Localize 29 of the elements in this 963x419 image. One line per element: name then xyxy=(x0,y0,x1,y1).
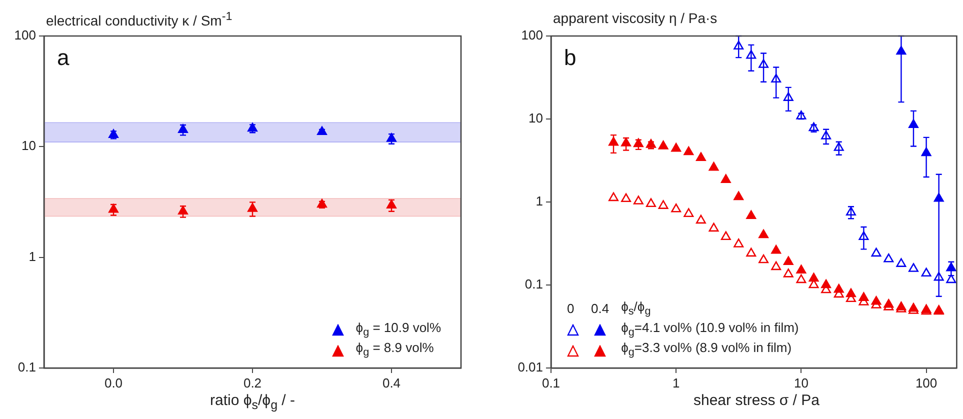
y-tick-label: 100 xyxy=(14,28,36,43)
annotation: 0 xyxy=(566,300,576,318)
x-tick-label: 100 xyxy=(915,375,938,390)
x-tick-label: 0.4 xyxy=(382,375,401,390)
annotation: b xyxy=(564,45,576,70)
legend-label: ϕ$_{g}$ = 8.9 vol% xyxy=(354,339,435,360)
x-tick-label: 1 xyxy=(672,375,680,390)
y-tick-label: 0.1 xyxy=(18,360,36,375)
legend-label: ϕ$_{g}$=3.3 vol% (8.9 vol% in film) xyxy=(620,339,793,360)
x-axis-title: ratio ϕ$_{s}$/ϕ$_{g}$ / - xyxy=(208,392,296,412)
y-axis-title: apparent viscosity η / Pa·s xyxy=(553,10,718,26)
y-tick-label: 0.01 xyxy=(518,360,543,375)
y-tick-label: 10 xyxy=(528,110,543,126)
x-tick-label: 10 xyxy=(794,375,808,390)
y-axis-title: electrical conductivity κ / Sm$^{-1}$ xyxy=(46,10,232,29)
y-tick-label: 100 xyxy=(521,28,543,43)
y-tick-label: 1 xyxy=(536,194,543,209)
annotation: 0.4 xyxy=(590,300,610,318)
legend-title: ϕ$_{s}$/ϕ$_{g}$ xyxy=(620,298,652,319)
y-tick-label: 0.1 xyxy=(524,276,543,292)
y-tick-label: 1 xyxy=(28,248,36,264)
x-tick-label: 0.1 xyxy=(542,375,560,390)
x-tick-label: 0.2 xyxy=(243,375,262,390)
legend-label: ϕ$_{g}$=4.1 vol% (10.9 vol% in film) xyxy=(620,318,800,340)
x-tick-label: 0.0 xyxy=(104,375,123,390)
annotation: a xyxy=(57,45,70,70)
x-axis-title: shear stress σ / Pa xyxy=(692,392,820,409)
y-tick-label: 10 xyxy=(22,138,36,154)
legend-label: ϕ$_{g}$ = 10.9 vol% xyxy=(354,318,442,340)
